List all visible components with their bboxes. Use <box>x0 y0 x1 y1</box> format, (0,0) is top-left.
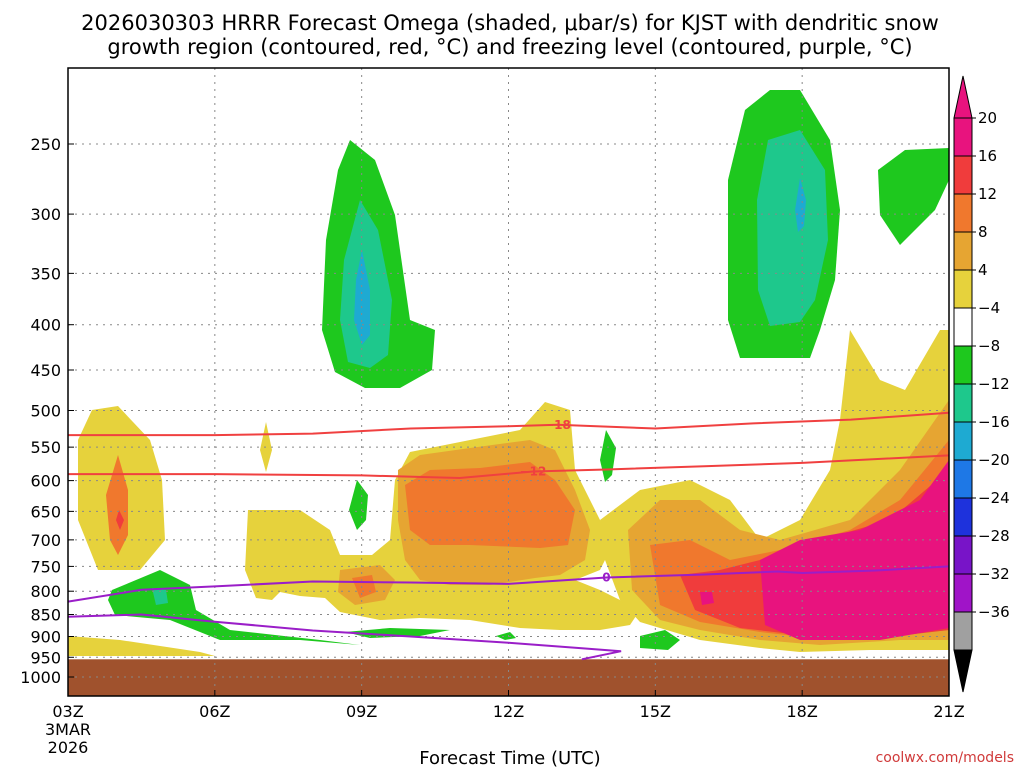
chart-title-line1: 2026030303 HRRR Forecast Omega (shaded, … <box>81 11 939 35</box>
x-tick-label: 15Z <box>640 702 671 721</box>
colorbar-swatch <box>953 535 973 575</box>
contour-label-dgz-minus-12: −12 <box>520 465 547 479</box>
y-tick-label: 950 <box>30 648 61 667</box>
y-axis: 250 300 350 400 450 500 550 600 650 700 750 800 850 9… <box>20 135 74 687</box>
colorbar-tick-label: −32 <box>978 565 1010 583</box>
colorbar-tick-label: 16 <box>978 147 997 165</box>
y-tick-label: 900 <box>30 627 61 646</box>
colorbar-tick-label: 12 <box>978 185 997 203</box>
contour-label-freezing-level: 0 <box>602 571 610 585</box>
omega-region-positive <box>106 455 128 555</box>
omega-region-negative <box>496 632 516 640</box>
contour-label-dgz-minus-18: −18 <box>544 418 571 432</box>
x-tick-label: 03Z <box>52 702 83 721</box>
colorbar-tick-label: −24 <box>978 489 1010 507</box>
colorbar-tick-label: −36 <box>978 603 1010 621</box>
y-tick-label: 400 <box>30 316 61 335</box>
colorbar-swatch <box>953 383 973 423</box>
omega-region-positive <box>68 636 215 656</box>
colorbar-swatch <box>953 155 973 195</box>
colorbar-swatch <box>953 611 973 651</box>
y-tick-label: 300 <box>30 205 61 224</box>
y-tick-label: 750 <box>30 557 61 576</box>
colorbar-top-arrow <box>953 75 973 119</box>
colorbar-swatch <box>953 345 973 385</box>
y-tick-label: 850 <box>30 606 61 625</box>
contour-layer: −18 −12 0 <box>67 411 950 661</box>
colorbar-swatch <box>953 421 973 461</box>
x-tick-label: 06Z <box>199 702 230 721</box>
colorbar-swatch <box>953 459 973 499</box>
x-axis-title: Forecast Time (UTC) <box>419 748 600 768</box>
colorbar: 20 16 12 8 4 −4 −8 −12 −16 −20 −24 −28 −32 −36 <box>953 75 1010 693</box>
colorbar-swatch <box>953 117 973 157</box>
x-tick-sublabel-date: 3MAR <box>45 720 91 739</box>
colorbar-swatch <box>953 231 973 271</box>
chart-title-line2: growth region (contoured, red, °C) and f… <box>107 35 912 59</box>
contour-freezing-level <box>67 565 950 603</box>
y-tick-label: 450 <box>30 361 61 380</box>
contour-freezing-level-lower <box>67 613 622 661</box>
omega-shading <box>68 90 949 656</box>
omega-region-negative <box>349 480 368 530</box>
colorbar-tick-label: −20 <box>978 451 1010 469</box>
colorbar-tick-label: −16 <box>978 413 1010 431</box>
colorbar-tick-label: −28 <box>978 527 1010 545</box>
colorbar-tick-label: −8 <box>978 337 1000 355</box>
y-tick-label: 800 <box>30 582 61 601</box>
colorbar-swatch <box>953 193 973 233</box>
x-tick-label: 12Z <box>493 702 524 721</box>
colorbar-tick-label: 8 <box>978 223 988 241</box>
omega-region-negative <box>878 148 949 245</box>
omega-region-positive <box>116 510 124 530</box>
x-tick-label: 09Z <box>346 702 377 721</box>
colorbar-swatch <box>953 497 973 537</box>
credit-text: coolwx.com/models <box>876 750 1014 766</box>
omega-region-positive <box>405 462 575 548</box>
plot-area: −18 −12 0 <box>67 67 950 697</box>
contour-dgz-minus-12 <box>68 454 950 480</box>
x-tick-label: 21Z <box>933 702 964 721</box>
y-tick-label: 250 <box>30 135 61 154</box>
omega-region-positive <box>700 592 714 605</box>
y-tick-label: 1000 <box>20 668 61 687</box>
y-tick-label: 550 <box>30 438 61 457</box>
x-tick-label: 18Z <box>787 702 818 721</box>
omega-region-negative <box>795 178 806 232</box>
colorbar-tick-label: 4 <box>978 261 988 279</box>
omega-region-positive <box>352 575 376 598</box>
y-tick-label: 500 <box>30 402 61 421</box>
colorbar-swatch <box>953 307 973 347</box>
omega-region-negative <box>354 250 370 345</box>
omega-region-negative <box>757 130 828 326</box>
y-tick-label: 700 <box>30 531 61 550</box>
colorbar-swatch <box>953 269 973 309</box>
y-tick-label: 600 <box>30 472 61 491</box>
colorbar-tick-label: 20 <box>978 109 997 127</box>
contour-dgz-minus-18 <box>68 411 950 437</box>
colorbar-tick-label: −4 <box>978 299 1000 317</box>
y-tick-label: 350 <box>30 264 61 283</box>
omega-region-positive <box>760 460 949 640</box>
colorbar-swatch <box>953 573 973 613</box>
omega-region-negative <box>152 588 168 605</box>
colorbar-tick-label: −12 <box>978 375 1010 393</box>
y-tick-label: 650 <box>30 502 61 521</box>
omega-region-negative <box>345 628 450 638</box>
x-tick-sublabel-year: 2026 <box>48 738 89 757</box>
omega-region-negative <box>640 630 680 650</box>
colorbar-bottom-arrow <box>953 649 973 693</box>
